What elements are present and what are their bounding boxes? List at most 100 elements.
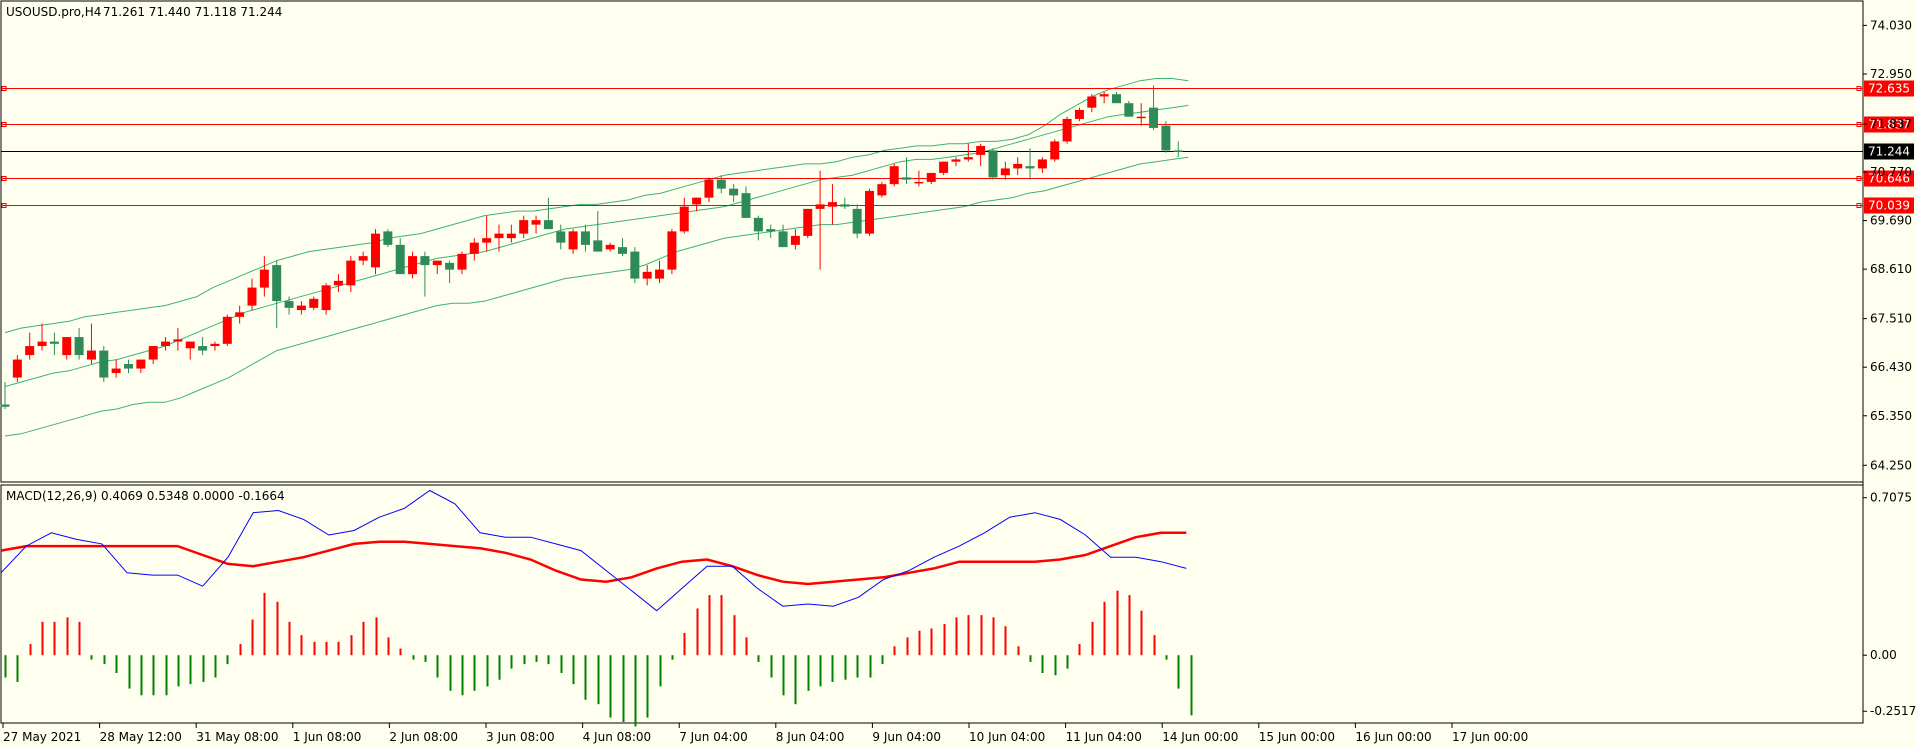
candle-body: [655, 269, 665, 279]
band-lower: [4, 156, 1189, 437]
candle-body: [74, 337, 84, 356]
candle-body: [963, 157, 973, 160]
candle-body: [333, 280, 343, 286]
time-tick-label: 9 Jun 04:00: [872, 730, 941, 744]
candle-body: [1025, 166, 1035, 169]
candle-body: [580, 231, 590, 245]
candle-body: [198, 346, 208, 351]
candle-body: [49, 341, 59, 344]
candle-body: [0, 404, 10, 407]
candle-body: [889, 166, 899, 185]
level-price-tag: [1864, 197, 1914, 214]
candle-body: [371, 233, 380, 268]
level-price-tag: [1864, 170, 1914, 187]
candle-body: [1087, 96, 1097, 108]
candle-body: [877, 184, 887, 196]
candle-body: [852, 208, 862, 234]
macd-title: MACD(12,26,9) 0.4069 0.5348 0.0000 -0.16…: [6, 489, 285, 503]
macd-histogram: [4, 590, 1193, 727]
candle-body: [1062, 118, 1072, 142]
candle-body: [395, 244, 405, 275]
candle-body: [506, 233, 516, 239]
candle-body: [482, 238, 492, 243]
candle-body: [111, 368, 121, 374]
macd-panel-border: [0, 484, 1864, 724]
candle-body: [914, 181, 924, 184]
candle-body: [1136, 116, 1146, 119]
level-handle: [1856, 86, 1862, 91]
macd-tick-label: 0.7075: [1870, 491, 1912, 505]
candle-body: [939, 161, 949, 173]
candle-body: [1173, 150, 1183, 152]
price-panel-border: [0, 0, 1864, 483]
candle-body: [383, 231, 393, 245]
time-tick-label: 4 Jun 08:00: [583, 730, 652, 744]
time-axis: 27 May 2021 28 May 12:00 31 May 08:00 1 Jun…: [2, 723, 1528, 744]
candle-body: [790, 235, 800, 245]
candle-body: [753, 217, 763, 232]
level-handle: [1, 203, 7, 208]
signal-line: [0, 531, 1187, 586]
candle-body: [136, 359, 146, 369]
candle-body: [1149, 107, 1159, 128]
candle-body: [667, 231, 677, 270]
candle-body: [902, 177, 912, 180]
candle-body: [778, 231, 788, 248]
candle-body: [618, 247, 627, 254]
level-price-tag: [1864, 116, 1914, 133]
price-tick-label: 68.610: [1870, 262, 1912, 276]
level-handle: [1856, 203, 1862, 208]
level-handle: [1, 86, 7, 91]
candle-body: [457, 253, 467, 270]
price-tick-label: 74.030: [1870, 18, 1912, 32]
macd-line: [0, 489, 1187, 612]
candle-body: [951, 159, 961, 162]
candle-body: [827, 202, 837, 207]
candle-body: [1013, 163, 1023, 169]
candle-body: [976, 145, 986, 155]
level-price-label: 71.837: [1868, 118, 1910, 132]
price-tick-label: 67.510: [1870, 312, 1912, 326]
candle-body: [494, 233, 504, 239]
price-tick-label: 70.770: [1870, 165, 1912, 179]
price-tick-label: 64.250: [1870, 458, 1912, 472]
candle-body: [99, 350, 109, 378]
candle-body: [469, 242, 479, 254]
candle-body: [1099, 94, 1109, 97]
candle-body: [840, 204, 850, 207]
candle-body: [679, 206, 689, 232]
macd-lines: [0, 489, 1187, 612]
candle-body: [37, 341, 47, 347]
candle-body: [148, 346, 158, 360]
candle-body: [222, 316, 232, 344]
candle-body: [272, 265, 282, 302]
candle-body: [605, 244, 615, 250]
candle-body: [729, 188, 739, 196]
candle-body: [62, 337, 72, 356]
horizontal-levels[interactable]: 72.635 71.837 71.244 70.646 70.039: [1, 80, 1914, 214]
candle-body: [716, 179, 726, 189]
candle-body: [420, 256, 430, 266]
time-tick-label: 15 Jun 00:00: [1259, 730, 1335, 744]
time-tick-label: 2 Jun 08:00: [389, 730, 458, 744]
time-tick-label: 3 Jun 08:00: [486, 730, 555, 744]
price-axis: 74.030 72.950 71.837 70.770 69.690 68.610 67.5…: [1863, 18, 1912, 472]
macd-axis: 0.7075 0.00 -0.2517: [1863, 491, 1916, 718]
time-tick-label: 27 May 2021: [3, 730, 81, 744]
candle-body: [284, 301, 294, 308]
candle-body: [692, 197, 702, 205]
level-handle: [1856, 176, 1862, 181]
candle-body: [12, 359, 22, 378]
price-tick-label: 71.837: [1870, 117, 1912, 131]
price-tick-label: 69.690: [1870, 214, 1912, 228]
level-price-tag: [1864, 80, 1914, 97]
candle-body: [865, 190, 874, 234]
candle-body: [741, 193, 751, 218]
candle-body: [358, 256, 368, 261]
level-price-label: 70.039: [1868, 199, 1910, 213]
candle-body: [1050, 141, 1060, 160]
bollinger-bands: [4, 78, 1189, 437]
time-tick-label: 8 Jun 04:00: [776, 730, 845, 744]
candle-body: [926, 172, 936, 182]
